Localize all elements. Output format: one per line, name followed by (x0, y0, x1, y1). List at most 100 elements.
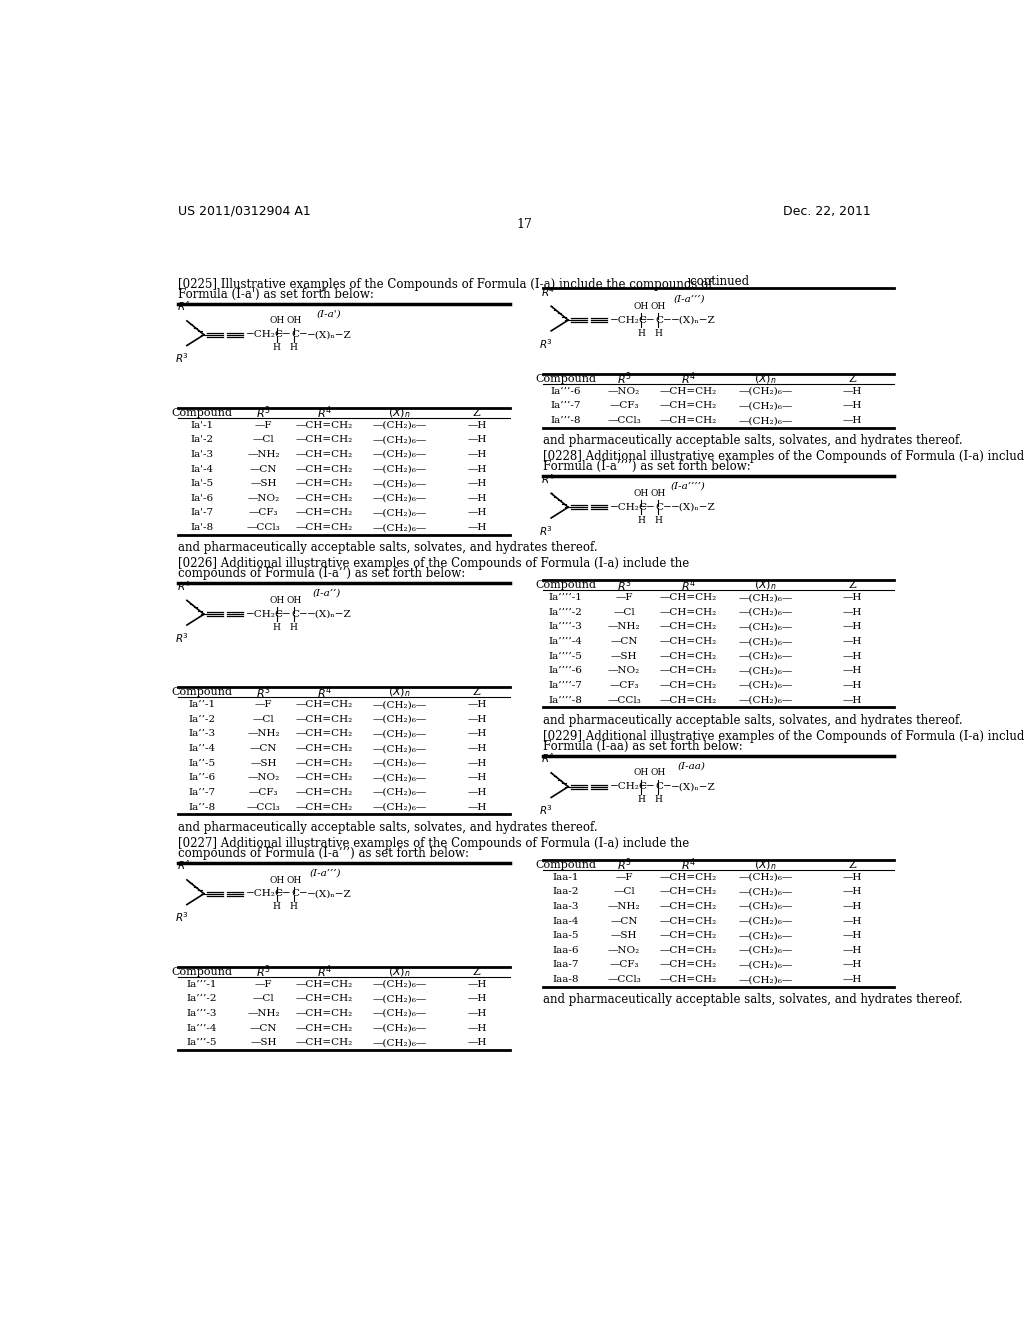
Text: —CF₃: —CF₃ (249, 788, 279, 797)
Text: —CH=CH₂: —CH=CH₂ (659, 975, 717, 985)
Text: —(CH₂)₆—: —(CH₂)₆— (738, 902, 793, 911)
Text: −CH₂−: −CH₂− (610, 783, 648, 791)
Text: —(CH₂)₆—: —(CH₂)₆— (372, 479, 426, 488)
Text: Ia’’-6: Ia’’-6 (188, 774, 215, 783)
Text: —H: —H (467, 1008, 486, 1018)
Text: OH: OH (634, 768, 648, 777)
Text: C−: C− (655, 315, 673, 325)
Text: —CF₃: —CF₃ (609, 401, 639, 411)
Text: Ia’’-8: Ia’’-8 (188, 803, 215, 812)
Text: (I-a’’’’): (I-a’’’’) (671, 482, 706, 491)
Text: and pharmaceutically acceptable salts, solvates, and hydrates thereof.: and pharmaceutically acceptable salts, s… (543, 714, 963, 726)
Text: —(CH₂)₆—: —(CH₂)₆— (738, 623, 793, 631)
Text: C−: C− (639, 783, 655, 791)
Text: —NO₂: —NO₂ (248, 494, 280, 503)
Text: OH: OH (287, 875, 301, 884)
Text: $R^3$: $R^3$ (540, 337, 554, 351)
Text: Formula (I-a’’’’) as set forth below:: Formula (I-a’’’’) as set forth below: (543, 461, 751, 474)
Text: —(CH₂)₆—: —(CH₂)₆— (738, 873, 793, 882)
Text: Ia’’-3: Ia’’-3 (188, 730, 215, 738)
Text: Compound: Compound (536, 581, 596, 590)
Text: Ia'-3: Ia'-3 (190, 450, 213, 459)
Text: —H: —H (843, 652, 862, 661)
Text: —F: —F (255, 700, 272, 709)
Text: Ia’’-7: Ia’’-7 (188, 788, 215, 797)
Text: —CH=CH₂: —CH=CH₂ (296, 465, 352, 474)
Text: $R^3$: $R^3$ (256, 964, 271, 981)
Text: $R^4$: $R^4$ (681, 857, 696, 873)
Text: —CH=CH₂: —CH=CH₂ (296, 700, 352, 709)
Text: Ia’’’-4: Ia’’’-4 (186, 1023, 217, 1032)
Text: Z: Z (473, 968, 480, 977)
Text: Ia'-2: Ia'-2 (190, 436, 213, 445)
Text: —(CH₂)₆—: —(CH₂)₆— (372, 700, 426, 709)
Text: —CH=CH₂: —CH=CH₂ (659, 873, 717, 882)
Text: $R^4$: $R^4$ (681, 371, 696, 387)
Text: —CH=CH₂: —CH=CH₂ (296, 523, 352, 532)
Text: —H: —H (843, 946, 862, 954)
Text: —H: —H (467, 774, 486, 783)
Text: —(CH₂)₆—: —(CH₂)₆— (738, 387, 793, 396)
Text: —H: —H (843, 401, 862, 411)
Text: —(CH₂)₆—: —(CH₂)₆— (738, 667, 793, 676)
Text: —CH=CH₂: —CH=CH₂ (296, 1008, 352, 1018)
Text: $R^3$: $R^3$ (616, 371, 632, 387)
Text: Ia’’’’-6: Ia’’’’-6 (549, 667, 583, 676)
Text: Compound: Compound (536, 859, 596, 870)
Text: $R^4$: $R^4$ (541, 471, 555, 486)
Text: Z: Z (473, 408, 480, 418)
Text: —(CH₂)₆—: —(CH₂)₆— (372, 715, 426, 723)
Text: H: H (272, 343, 281, 352)
Text: —H: —H (467, 436, 486, 445)
Text: Ia’’-4: Ia’’-4 (188, 744, 215, 754)
Text: −CH₂−: −CH₂− (246, 890, 285, 898)
Text: —CH=CH₂: —CH=CH₂ (659, 652, 717, 661)
Text: Ia’’’-8: Ia’’’-8 (551, 416, 582, 425)
Text: −(X)ₙ−Z: −(X)ₙ−Z (307, 330, 352, 339)
Text: $(X)_n$: $(X)_n$ (388, 685, 411, 700)
Text: Ia'-1: Ia'-1 (190, 421, 213, 430)
Text: —CH=CH₂: —CH=CH₂ (296, 1039, 352, 1047)
Text: —SH: —SH (251, 1039, 276, 1047)
Text: (I-a’’’): (I-a’’’) (309, 869, 341, 878)
Text: —NO₂: —NO₂ (608, 387, 640, 396)
Text: Ia'-4: Ia'-4 (190, 465, 213, 474)
Text: —H: —H (467, 1039, 486, 1047)
Text: Ia’’’-3: Ia’’’-3 (186, 1008, 217, 1018)
Text: Ia’’-5: Ia’’-5 (188, 759, 215, 768)
Text: —H: —H (467, 508, 486, 517)
Text: —(CH₂)₆—: —(CH₂)₆— (372, 508, 426, 517)
Text: Ia’’-2: Ia’’-2 (188, 715, 215, 723)
Text: —NH₂: —NH₂ (248, 450, 280, 459)
Text: —CN: —CN (250, 1023, 278, 1032)
Text: —H: —H (467, 523, 486, 532)
Text: C−: C− (639, 315, 655, 325)
Text: —NO₂: —NO₂ (248, 774, 280, 783)
Text: —H: —H (843, 416, 862, 425)
Text: [0225] Illustrative examples of the Compounds of Formula (I-a) include the compo: [0225] Illustrative examples of the Comp… (178, 277, 713, 290)
Text: Iaa-7: Iaa-7 (553, 961, 580, 969)
Text: $R^3$: $R^3$ (540, 524, 554, 539)
Text: —(CH₂)₆—: —(CH₂)₆— (738, 681, 793, 690)
Text: $R^4$: $R^4$ (316, 964, 332, 981)
Text: —CH=CH₂: —CH=CH₂ (296, 450, 352, 459)
Text: Ia'-6: Ia'-6 (190, 494, 213, 503)
Text: Ia’’’’-7: Ia’’’’-7 (549, 681, 583, 690)
Text: and pharmaceutically acceptable salts, solvates, and hydrates thereof.: and pharmaceutically acceptable salts, s… (543, 434, 963, 447)
Text: —(CH₂)₆—: —(CH₂)₆— (372, 421, 426, 430)
Text: C−: C− (655, 783, 673, 791)
Text: (I-a’’’): (I-a’’’) (674, 294, 706, 304)
Text: OH: OH (634, 302, 648, 312)
Text: and pharmaceutically acceptable salts, solvates, and hydrates thereof.: and pharmaceutically acceptable salts, s… (543, 993, 963, 1006)
Text: —CF₃: —CF₃ (609, 961, 639, 969)
Text: —H: —H (467, 465, 486, 474)
Text: Ia’’’-5: Ia’’’-5 (186, 1039, 217, 1047)
Text: $R^4$: $R^4$ (177, 858, 190, 873)
Text: Ia’’’’-4: Ia’’’’-4 (549, 638, 583, 645)
Text: Ia'-7: Ia'-7 (190, 508, 213, 517)
Text: H: H (654, 795, 663, 804)
Text: —CH=CH₂: —CH=CH₂ (296, 508, 352, 517)
Text: [0229] Additional illustrative examples of the Compounds of Formula (I-a) includ: [0229] Additional illustrative examples … (543, 730, 1024, 743)
Text: —CH=CH₂: —CH=CH₂ (296, 788, 352, 797)
Text: —H: —H (467, 700, 486, 709)
